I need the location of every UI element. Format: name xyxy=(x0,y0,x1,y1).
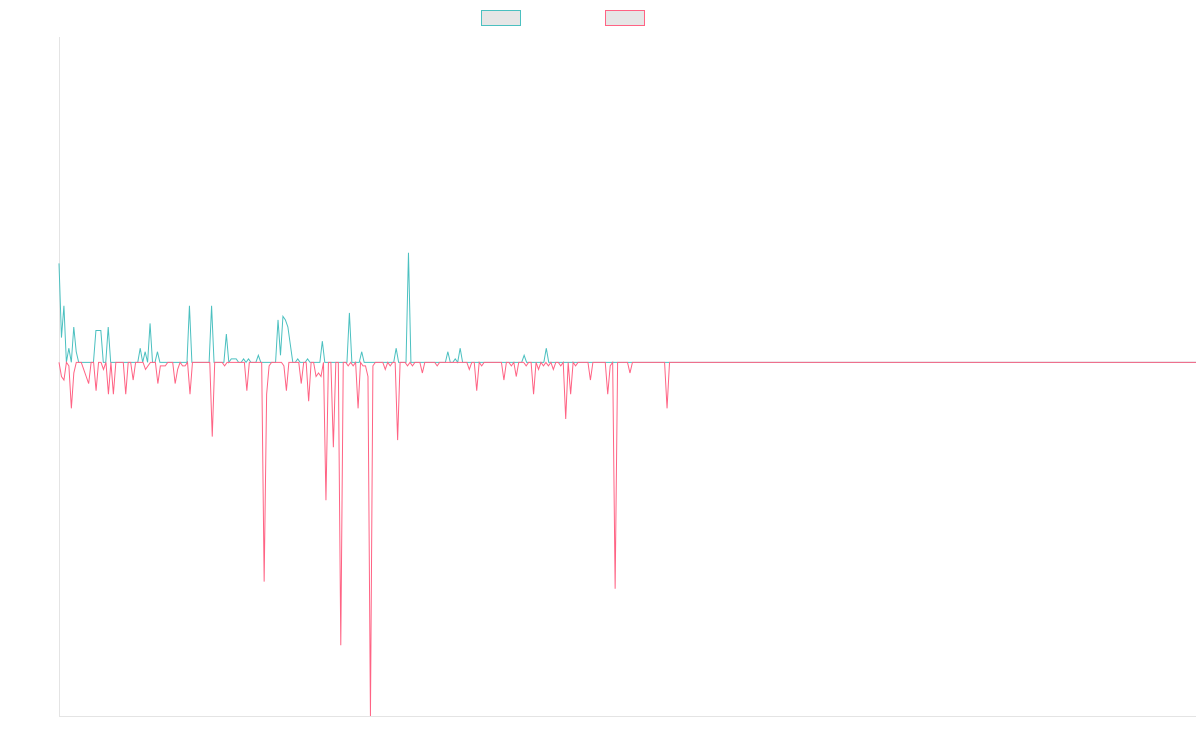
legend-swatch-series-1[interactable] xyxy=(481,10,521,26)
series-layer xyxy=(58,252,1196,717)
legend-swatch-series-2[interactable] xyxy=(605,10,645,26)
series-line-2 xyxy=(58,360,1196,717)
legend xyxy=(481,10,645,26)
series-line-1 xyxy=(58,252,1196,364)
axes xyxy=(59,37,1196,717)
